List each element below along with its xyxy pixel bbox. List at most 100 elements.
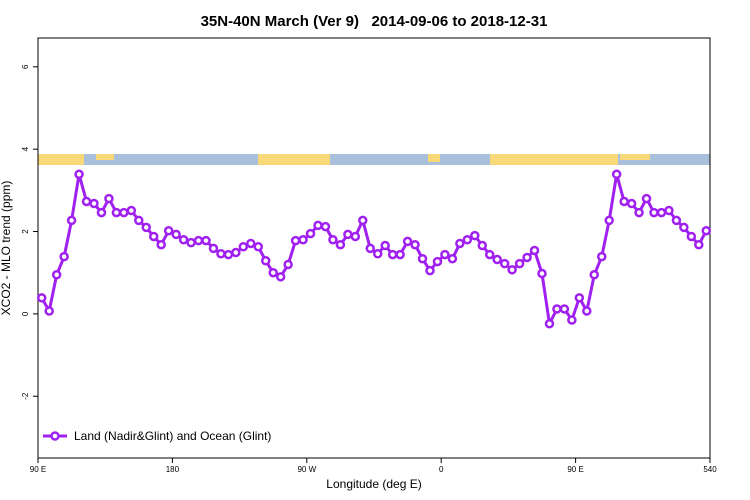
point <box>634 207 644 218</box>
point <box>290 235 301 246</box>
point <box>231 247 241 258</box>
x-axis-label: Longitude (deg E) <box>326 477 421 491</box>
point <box>514 258 525 269</box>
x-tick-label: 90 W <box>297 465 316 474</box>
point <box>380 240 390 251</box>
point <box>81 196 92 207</box>
point <box>596 251 607 262</box>
point <box>507 265 517 275</box>
point <box>104 193 114 204</box>
point <box>96 207 107 218</box>
point <box>567 315 577 325</box>
point <box>126 205 137 216</box>
point <box>253 242 264 252</box>
point <box>216 249 226 259</box>
point <box>350 231 361 242</box>
point <box>537 268 547 279</box>
legend-marker <box>50 431 60 441</box>
point <box>358 215 368 226</box>
y-axis-label: XCO2 - MLO trend (ppm) <box>0 181 13 316</box>
point <box>275 272 286 282</box>
y-tick-label: 4 <box>21 146 30 151</box>
point <box>208 243 219 254</box>
point <box>552 304 562 314</box>
point <box>268 267 278 278</box>
point <box>246 238 256 249</box>
point <box>619 196 629 207</box>
point <box>484 249 495 260</box>
point <box>470 230 480 241</box>
point <box>193 235 204 246</box>
point <box>679 222 689 233</box>
point <box>582 306 592 316</box>
point <box>163 225 174 236</box>
point <box>66 215 77 226</box>
point <box>589 270 600 280</box>
point <box>313 220 323 231</box>
point <box>305 228 316 239</box>
point <box>425 265 435 276</box>
point <box>417 253 428 264</box>
point <box>611 169 622 180</box>
point <box>529 245 540 256</box>
point <box>499 258 510 269</box>
point <box>492 254 502 265</box>
point <box>694 239 704 250</box>
point <box>36 293 47 303</box>
point <box>671 215 682 226</box>
point <box>156 239 166 250</box>
point <box>544 319 555 329</box>
point <box>641 193 652 204</box>
point <box>201 235 211 246</box>
y-tick-label: 0 <box>21 311 30 316</box>
x-tick-label: 540 <box>703 465 717 474</box>
point <box>395 249 405 260</box>
y-tick-label: -2 <box>21 392 30 400</box>
point <box>701 225 712 236</box>
point <box>59 251 69 262</box>
x-tick-label: 0 <box>439 465 444 474</box>
point <box>134 215 144 226</box>
x-tick-label: 90 E <box>30 465 46 474</box>
point <box>335 239 346 250</box>
x-tick-label: 180 <box>166 465 180 474</box>
point <box>283 259 293 270</box>
point <box>51 270 62 280</box>
point <box>387 249 398 260</box>
point <box>440 249 450 260</box>
plot-frame <box>37 37 711 459</box>
point <box>372 249 383 259</box>
point <box>111 207 122 218</box>
point <box>604 215 614 226</box>
point <box>447 253 458 264</box>
y-tick-label: 6 <box>21 64 30 69</box>
point <box>626 198 637 209</box>
x-tick-label: 90 E <box>567 465 583 474</box>
point <box>559 304 570 314</box>
point <box>89 198 99 209</box>
point <box>686 231 697 242</box>
point <box>44 306 54 316</box>
point <box>410 239 420 250</box>
point <box>320 221 331 232</box>
point <box>477 240 488 251</box>
point <box>74 169 84 180</box>
y-tick-label: 2 <box>21 229 30 234</box>
point <box>432 256 443 267</box>
point <box>119 207 129 218</box>
point <box>664 205 674 216</box>
point <box>186 237 196 248</box>
point <box>298 235 308 245</box>
point <box>141 222 152 233</box>
point <box>223 249 234 260</box>
point <box>148 231 159 242</box>
point <box>455 238 465 249</box>
point <box>178 235 189 245</box>
point <box>402 236 413 247</box>
point <box>171 229 181 240</box>
point <box>656 207 667 218</box>
point <box>365 243 376 254</box>
point <box>328 235 338 245</box>
map-strip <box>38 154 710 165</box>
